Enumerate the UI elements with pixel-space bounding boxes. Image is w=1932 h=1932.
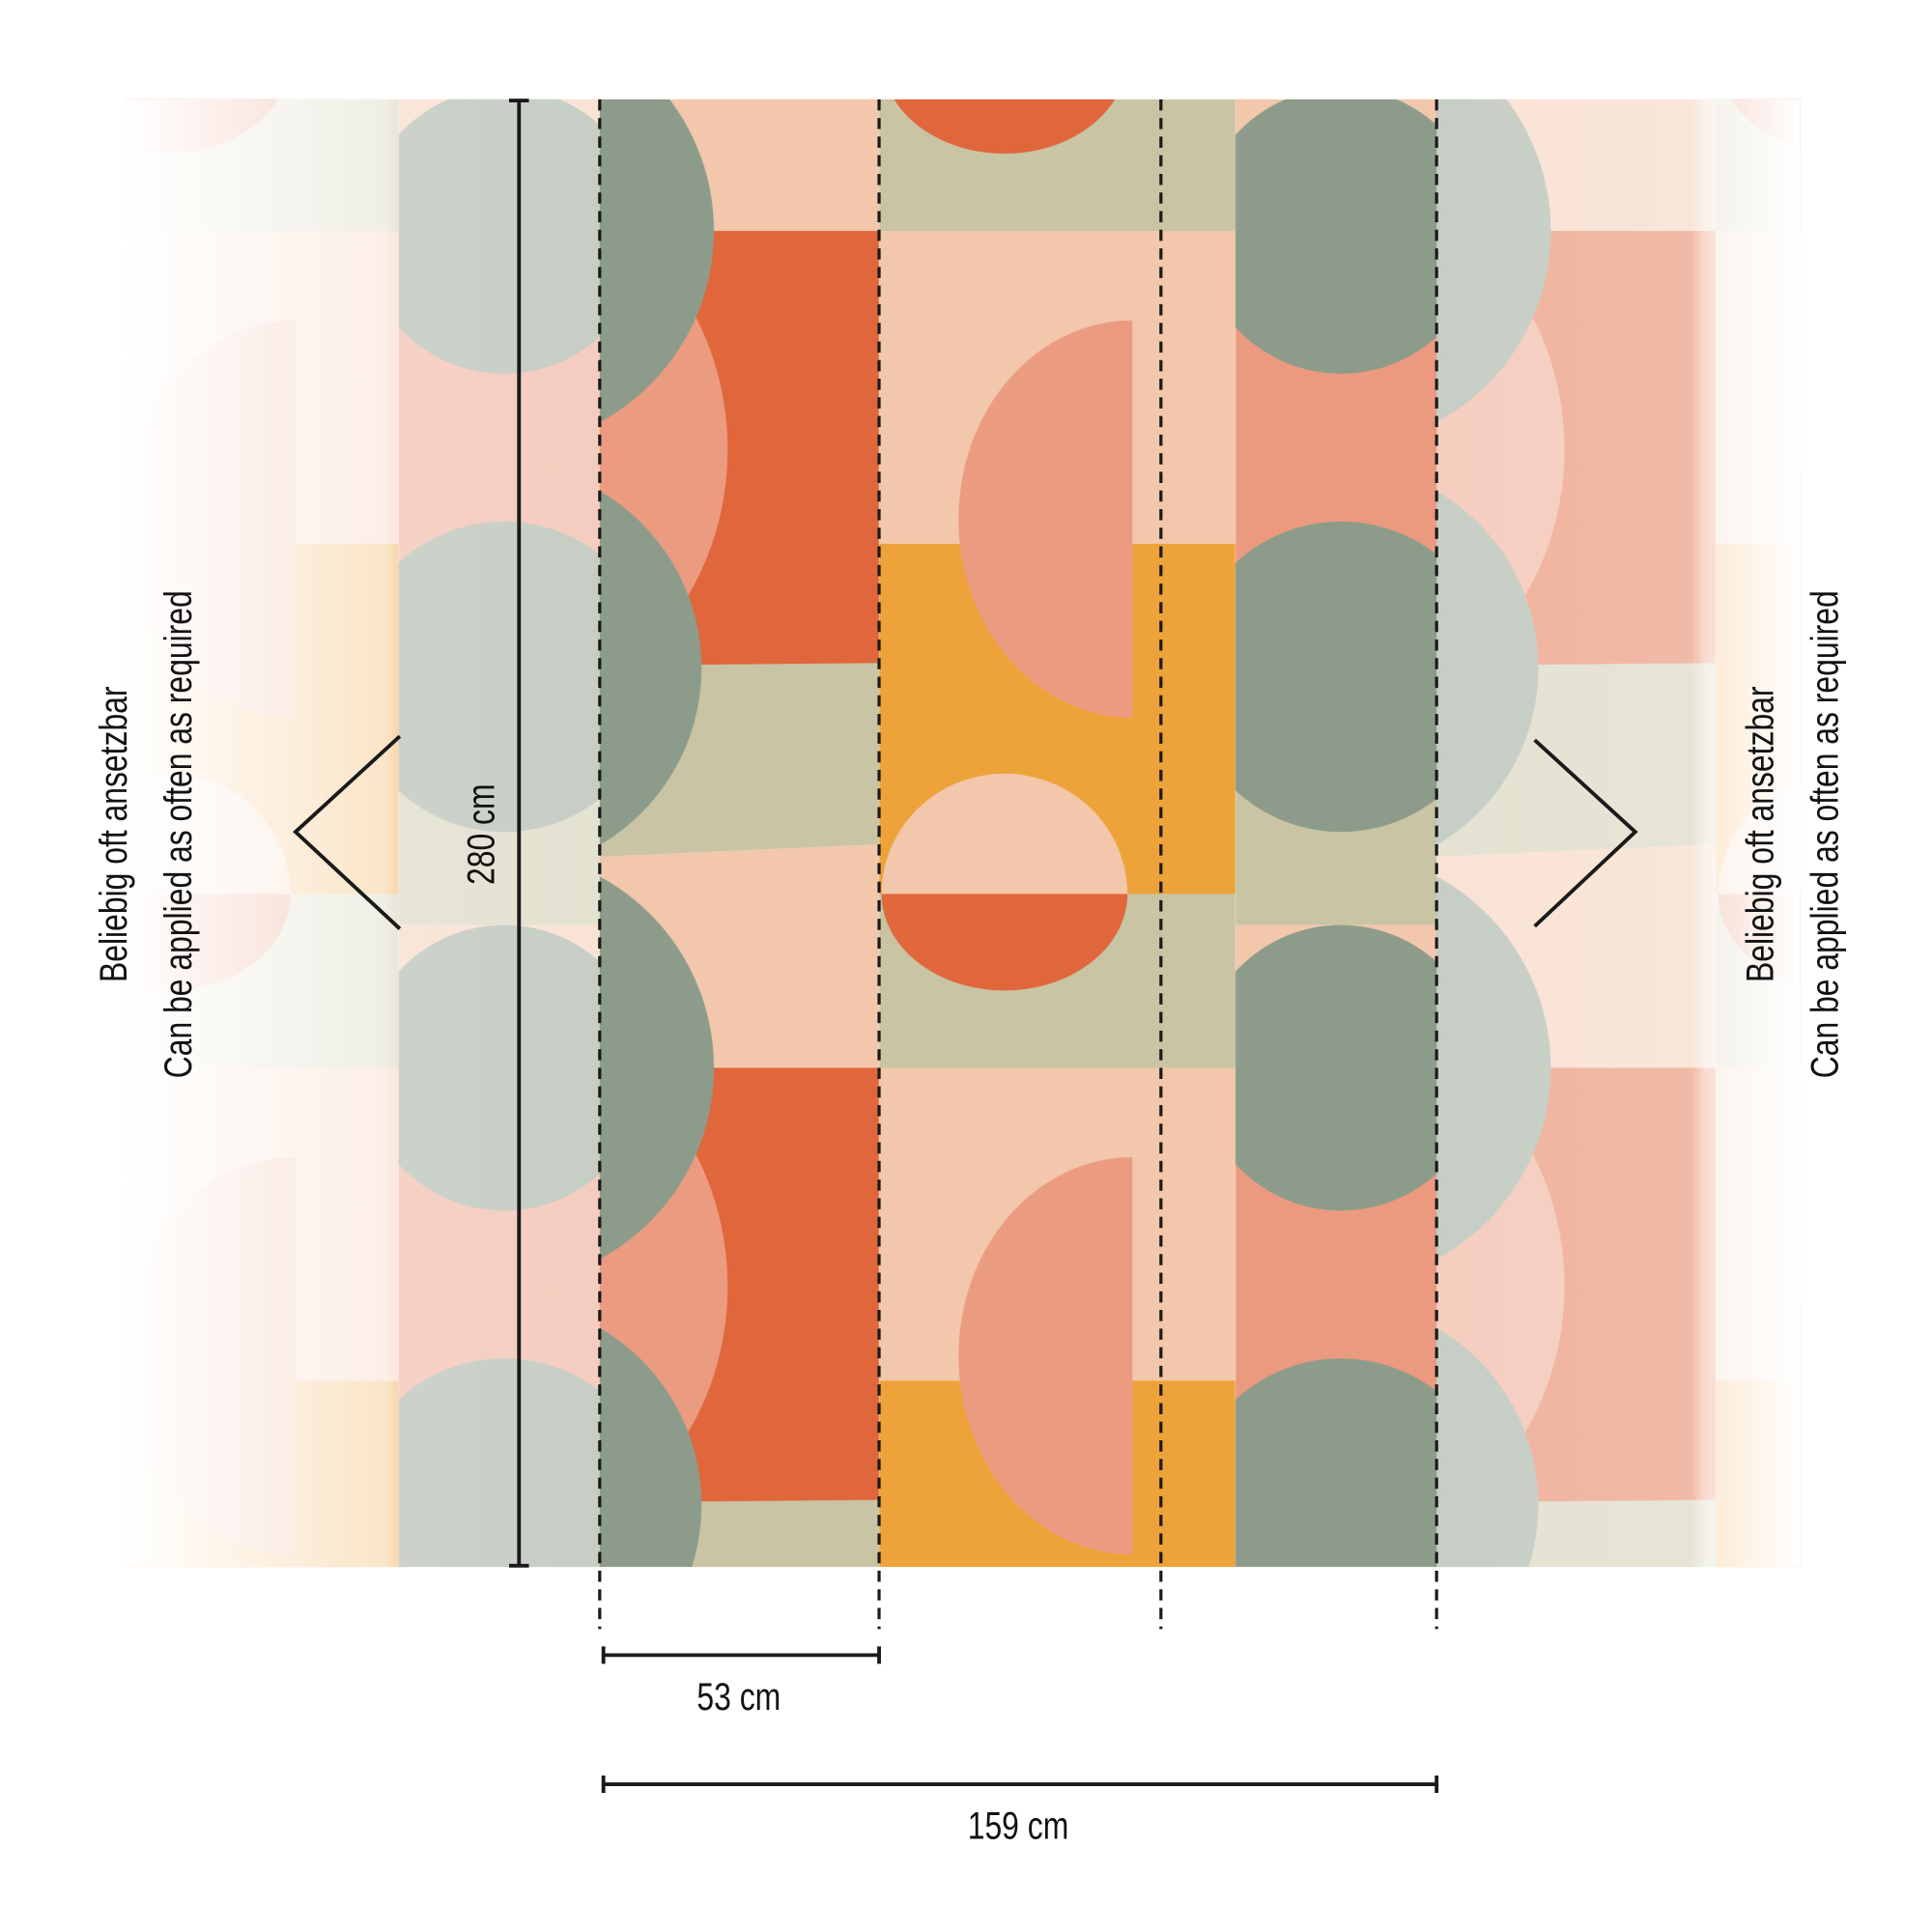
chevron-left-icon	[293, 734, 402, 930]
chevron-right-icon	[1533, 738, 1638, 928]
left-note: Beliebig oft ansetzbar Can be applied as…	[92, 590, 200, 1078]
panel-width-dimension	[601, 1646, 881, 1664]
panel-seams	[598, 99, 1438, 1630]
panel-width-label: 53 cm	[696, 1674, 781, 1718]
total-width-label: 159 cm	[968, 1804, 1069, 1847]
total-width-dimension	[601, 1776, 1439, 1794]
height-label: 280 cm	[459, 783, 502, 885]
fade-right	[1436, 99, 1801, 1568]
left-note-line2: Can be applied as often as required	[156, 590, 200, 1078]
right-note-line2: Can be applied as often as required	[1803, 590, 1846, 1078]
left-note-line1: Beliebig oft ansetzbar	[92, 686, 135, 982]
right-note: Beliebig oft ansetzbar Can be applied as…	[1738, 590, 1846, 1078]
right-note-line1: Beliebig oft ansetzbar	[1738, 686, 1781, 982]
wallpaper-pattern	[124, 99, 1801, 1568]
height-dimension	[508, 99, 529, 1568]
